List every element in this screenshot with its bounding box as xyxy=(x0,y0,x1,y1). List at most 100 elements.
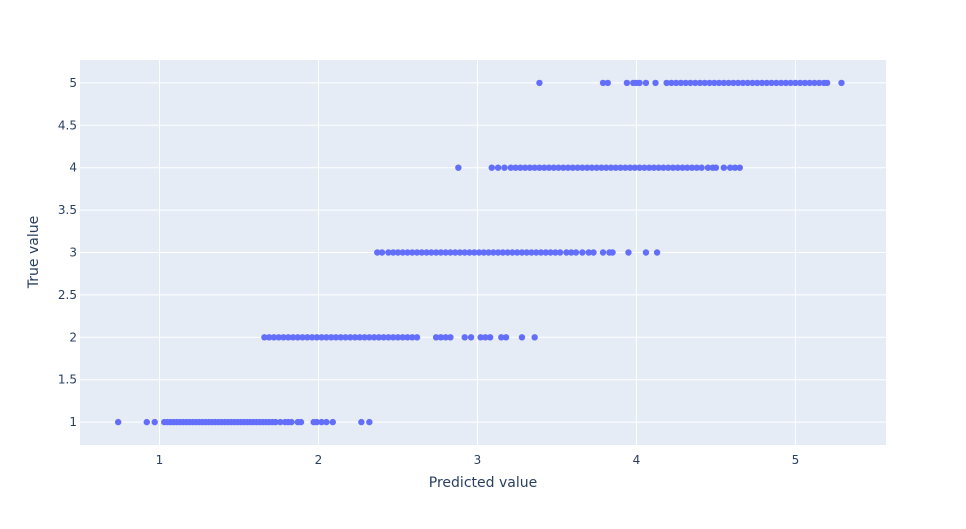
data-point[interactable] xyxy=(285,334,292,341)
data-point[interactable] xyxy=(536,164,543,171)
data-point[interactable] xyxy=(366,334,373,341)
data-point[interactable] xyxy=(504,249,511,256)
data-point[interactable] xyxy=(531,334,538,341)
data-point[interactable] xyxy=(327,334,335,341)
data-point[interactable] xyxy=(642,249,650,256)
data-point[interactable] xyxy=(631,164,639,171)
data-point[interactable] xyxy=(731,164,739,171)
data-point[interactable] xyxy=(475,249,483,256)
data-point[interactable] xyxy=(507,164,515,171)
data-point[interactable] xyxy=(518,249,526,256)
data-point[interactable] xyxy=(378,249,386,256)
data-point[interactable] xyxy=(754,79,761,87)
data-point[interactable] xyxy=(677,79,685,87)
data-point[interactable] xyxy=(609,249,616,256)
data-point[interactable] xyxy=(645,164,653,171)
data-point[interactable] xyxy=(652,79,659,87)
data-point[interactable] xyxy=(297,418,305,426)
data-point[interactable] xyxy=(313,334,321,341)
data-point[interactable] xyxy=(385,249,392,256)
data-point[interactable] xyxy=(777,79,785,87)
data-point[interactable] xyxy=(374,249,381,256)
data-point[interactable] xyxy=(512,164,519,171)
data-point[interactable] xyxy=(773,79,780,87)
data-point[interactable] xyxy=(318,334,325,341)
data-point[interactable] xyxy=(351,334,359,341)
data-point[interactable] xyxy=(366,418,373,426)
data-point[interactable] xyxy=(482,334,489,341)
data-point[interactable] xyxy=(568,249,575,256)
data-point[interactable] xyxy=(432,334,440,341)
data-point[interactable] xyxy=(590,249,597,256)
data-point[interactable] xyxy=(801,79,809,87)
data-point[interactable] xyxy=(679,164,686,171)
data-point[interactable] xyxy=(272,418,279,426)
data-point[interactable] xyxy=(665,164,672,171)
data-point[interactable] xyxy=(143,418,150,426)
data-point[interactable] xyxy=(579,249,586,256)
data-point[interactable] xyxy=(687,79,694,87)
data-points[interactable] xyxy=(114,79,845,426)
data-point[interactable] xyxy=(636,164,643,171)
data-point[interactable] xyxy=(604,79,611,87)
data-point[interactable] xyxy=(456,249,464,256)
data-point[interactable] xyxy=(715,79,723,87)
data-point[interactable] xyxy=(542,249,549,256)
data-point[interactable] xyxy=(471,249,478,256)
data-point[interactable] xyxy=(528,249,535,256)
data-point[interactable] xyxy=(288,418,295,426)
data-point[interactable] xyxy=(668,79,675,87)
data-point[interactable] xyxy=(501,164,508,171)
data-point[interactable] xyxy=(598,164,605,171)
data-point[interactable] xyxy=(727,164,734,171)
data-point[interactable] xyxy=(261,334,268,341)
data-point[interactable] xyxy=(555,164,562,171)
data-point[interactable] xyxy=(536,79,543,87)
data-point[interactable] xyxy=(533,249,540,256)
data-point[interactable] xyxy=(701,79,708,87)
data-point[interactable] xyxy=(550,164,557,171)
data-point[interactable] xyxy=(477,334,484,341)
data-point[interactable] xyxy=(498,334,505,341)
data-point[interactable] xyxy=(270,334,278,341)
data-point[interactable] xyxy=(641,164,648,171)
data-point[interactable] xyxy=(358,418,365,426)
data-point[interactable] xyxy=(763,79,770,87)
data-point[interactable] xyxy=(612,164,619,171)
data-point[interactable] xyxy=(461,249,468,256)
data-point[interactable] xyxy=(560,164,567,171)
data-point[interactable] xyxy=(455,164,462,171)
data-point[interactable] xyxy=(294,334,301,341)
data-point[interactable] xyxy=(682,79,689,87)
data-point[interactable] xyxy=(563,249,570,256)
data-point[interactable] xyxy=(404,249,411,256)
data-point[interactable] xyxy=(389,249,397,256)
data-point[interactable] xyxy=(758,79,766,87)
data-point[interactable] xyxy=(712,164,720,171)
data-point[interactable] xyxy=(499,249,507,256)
data-point[interactable] xyxy=(399,249,406,256)
data-point[interactable] xyxy=(684,164,691,171)
data-point[interactable] xyxy=(653,249,661,256)
data-point[interactable] xyxy=(625,249,632,256)
data-point[interactable] xyxy=(811,79,818,87)
data-point[interactable] xyxy=(467,334,475,341)
data-point[interactable] xyxy=(323,418,330,426)
data-point[interactable] xyxy=(447,249,454,256)
data-point[interactable] xyxy=(572,249,580,256)
data-point[interactable] xyxy=(736,164,743,171)
data-point[interactable] xyxy=(556,249,564,256)
data-point[interactable] xyxy=(720,164,728,171)
data-point[interactable] xyxy=(277,418,284,426)
data-point[interactable] xyxy=(537,249,545,256)
data-point[interactable] xyxy=(404,334,411,341)
data-point[interactable] xyxy=(442,249,449,256)
data-point[interactable] xyxy=(816,79,823,87)
data-point[interactable] xyxy=(513,249,521,256)
data-point[interactable] xyxy=(806,79,813,87)
data-point[interactable] xyxy=(394,249,402,256)
data-point[interactable] xyxy=(545,164,553,171)
data-point[interactable] xyxy=(380,334,387,341)
data-point[interactable] xyxy=(734,79,742,87)
data-point[interactable] xyxy=(655,164,662,171)
